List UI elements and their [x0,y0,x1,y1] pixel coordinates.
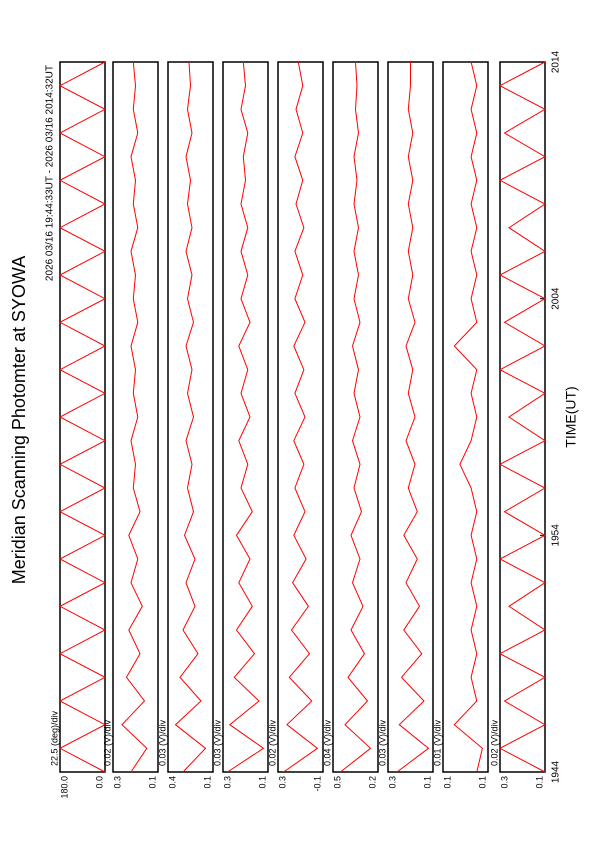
y-tick-label: 0.3 [112,776,122,789]
y-tick-label: 0.1 [202,776,212,789]
x-tick-label: 1944 [551,760,562,783]
trace [58,61,107,773]
trace [498,61,547,773]
trace [340,61,372,773]
y-tick-label: 0.1 [147,776,157,789]
x-tick-label: 1954 [551,524,562,547]
y-tick-label: 0.0 [94,776,104,789]
y-tick-label: 0.3 [499,776,509,789]
y-tick-label: 0.1 [422,776,432,789]
time-range: 2026 03/16 19:44:33UT - 2026 03/16 2014:… [45,65,56,281]
trace [453,61,483,773]
trace [227,61,265,773]
scale-label: 0.03 (V)/div [377,719,387,766]
panel-frame [442,61,489,773]
y-tick-label: 0.2 [367,776,377,789]
trace [396,62,430,773]
scale-label: 22.5 (deg)/div [49,710,59,766]
scale-label: 0.03 (V)/div [212,719,222,766]
title: Meridian Scanning Photomter at SYOWA [9,256,29,584]
y-tick-label: 0.4 [167,776,177,789]
y-tick-label: -0.1 [312,776,322,792]
y-tick-label: 0.3 [222,776,232,789]
y-tick-label: 0.5 [332,776,342,789]
y-tick-label: 0.1 [534,776,544,789]
trace [121,61,148,773]
y-tick-label: 0.1 [442,776,452,789]
scale-label: 0.03 (V)/div [157,719,167,766]
x-tick-label: 2004 [551,287,562,310]
scale-label: 0.04 (V)/div [322,719,332,766]
panel-frame [277,61,324,773]
x-tick-label: 2014 [551,50,562,73]
scale-label: 0.02 (V)/div [489,719,499,766]
y-tick-label: 0.3 [387,776,397,789]
scale-label: 0.02 (V)/div [267,719,277,766]
scale-label: 0.02 (V)/div [102,719,112,766]
panel-frame [222,61,269,773]
y-tick-label: 0.1 [257,776,267,789]
trace [283,61,319,773]
scale-label: 0.01 (V)/div [432,719,442,766]
y-tick-label: 0.1 [477,776,487,789]
rotated-plot: Meridian Scanning Photomter at SYOWA 202… [9,50,579,798]
y-tick-label: 0.3 [277,776,287,789]
y-tick-label: 180.0 [59,776,69,799]
panel-frame [112,61,159,773]
panel-frame [499,61,546,773]
panel-frame [167,61,214,773]
trace [174,61,207,773]
x-axis-label: TIME(UT) [563,386,579,447]
